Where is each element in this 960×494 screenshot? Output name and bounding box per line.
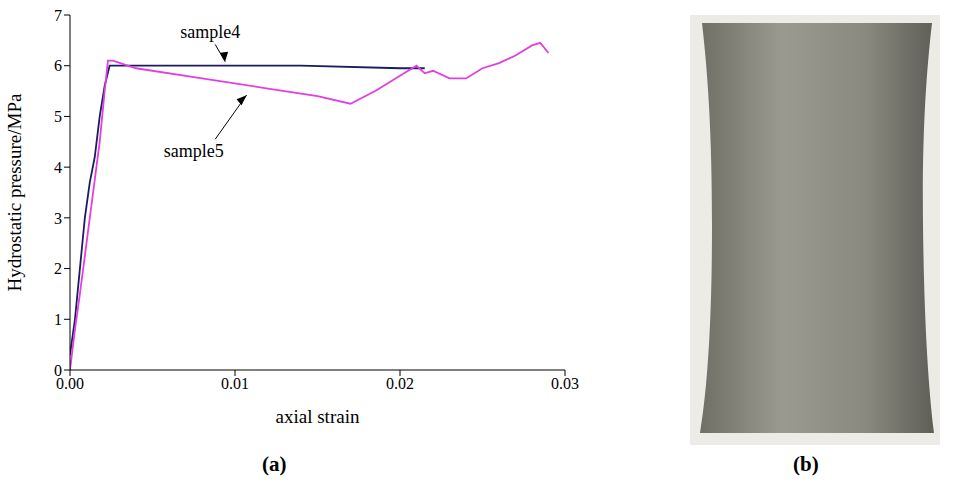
svg-text:0.03: 0.03	[551, 375, 579, 392]
svg-text:1: 1	[54, 311, 62, 328]
svg-text:6: 6	[54, 57, 62, 74]
svg-text:3: 3	[54, 210, 62, 227]
svg-text:0: 0	[54, 362, 62, 379]
html-text:(b): (b)	[793, 452, 819, 476]
svg-text:5: 5	[54, 108, 62, 125]
svg-text:0.02: 0.02	[386, 375, 414, 392]
svg-text:7: 7	[54, 7, 62, 24]
svg-text:sample4: sample4	[180, 22, 240, 42]
svg-text:0.00: 0.00	[56, 375, 84, 393]
svg-text:0.01: 0.01	[221, 375, 249, 392]
html-text:(a): (a)	[262, 452, 287, 476]
svg-text:4: 4	[54, 159, 62, 176]
svg-text:axial strain: axial strain	[276, 406, 360, 427]
svg-text:sample5: sample5	[164, 141, 224, 161]
svg-text:2: 2	[54, 260, 62, 277]
svg-text:Hydrostatic pressure/MPa: Hydrostatic pressure/MPa	[4, 93, 25, 291]
